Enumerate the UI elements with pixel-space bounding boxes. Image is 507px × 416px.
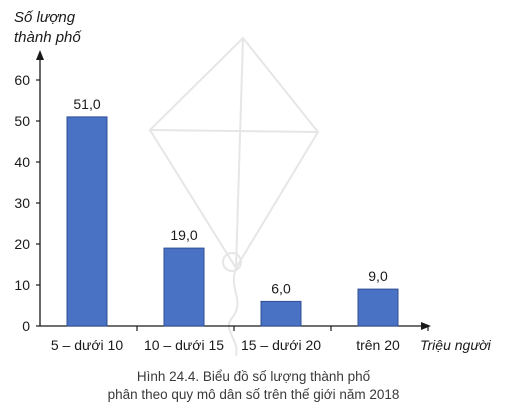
bar [260, 300, 302, 327]
x-tick-label: 5 – dưới 10 [51, 337, 123, 353]
y-axis-arrow [36, 50, 44, 60]
y-tick-label: 10 [14, 277, 30, 293]
x-tick-label: 10 – dưới 15 [144, 337, 224, 353]
y-tick-label: 40 [14, 154, 30, 170]
y-tick-label: 0 [22, 318, 30, 334]
y-axis-title-line1: Số lượng [14, 9, 76, 26]
bar [357, 288, 399, 327]
kite-watermark [148, 36, 320, 357]
x-tick-label: trên 20 [356, 337, 400, 353]
y-tick-label: 20 [14, 236, 30, 252]
bar-value-label: 19,0 [170, 227, 197, 243]
y-tick-label: 60 [14, 72, 30, 88]
bar [163, 247, 205, 327]
bar-value-label: 51,0 [73, 96, 100, 112]
y-tick-label: 30 [14, 195, 30, 211]
bar-value-label: 6,0 [271, 280, 291, 296]
y-axis-title-line2: thành phố [14, 29, 82, 46]
x-tick-label: 15 – dưới 20 [241, 337, 321, 353]
x-axis-arrow [421, 322, 431, 330]
bar-value-label: 9,0 [368, 268, 388, 284]
bar [66, 116, 108, 327]
figure-caption-line2: phân theo quy mô dân số trên thế giới nă… [107, 387, 400, 402]
figure-caption-line1: Hình 24.4. Biểu đồ số lượng thành phố [136, 369, 371, 384]
x-axis-title: Triệu người [420, 337, 492, 353]
y-tick-label: 50 [14, 113, 30, 129]
